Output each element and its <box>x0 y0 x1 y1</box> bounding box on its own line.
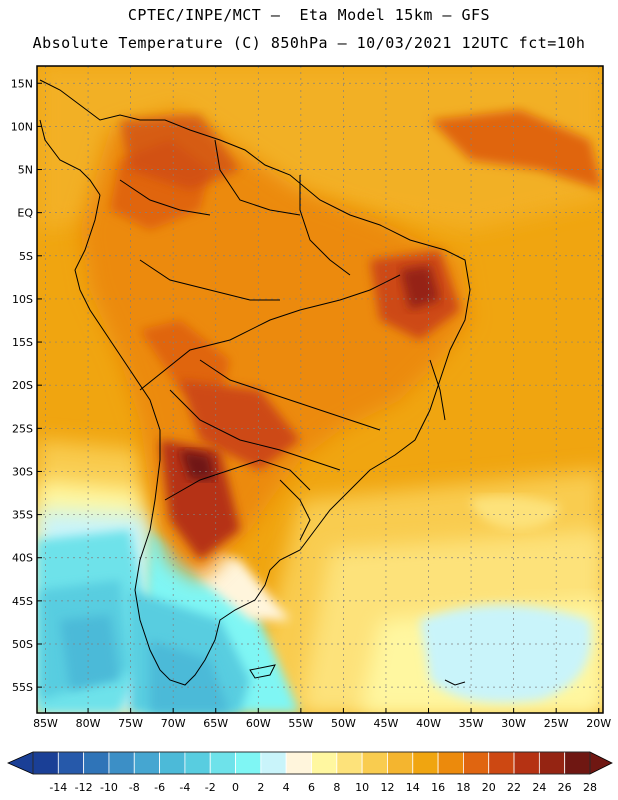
map-title-line-1: CPTEC/INPE/MCT – Eta Model 15km – GFS <box>127 6 491 24</box>
lat-label: 15S <box>12 336 33 349</box>
lat-label: 30S <box>12 465 33 478</box>
legend-swatch <box>32 751 59 775</box>
legend-border <box>32 751 591 775</box>
legend-swatch <box>463 751 490 775</box>
lon-label: 85W <box>33 717 58 730</box>
lat-label: 15N <box>11 77 33 90</box>
lat-label: 45S <box>12 595 33 608</box>
legend-label: 6 <box>308 781 315 794</box>
lat-label: 10S <box>12 293 33 306</box>
lat-label: 55S <box>12 681 33 694</box>
lat-label: 25S <box>12 422 33 435</box>
legend-label: 4 <box>283 781 290 794</box>
temperature-map: 15N 10N 5N EQ 5S 10S 15S 20S 25S 30S 35S 40S 45S 50S 5… <box>11 65 611 730</box>
legend-label: 18 <box>456 781 470 794</box>
lat-label: 10N <box>11 120 33 133</box>
legend-arrow-max <box>589 751 613 775</box>
legend-swatch <box>57 751 85 775</box>
legend-label: -6 <box>154 781 165 794</box>
legend-label: 22 <box>507 781 521 794</box>
lat-label: 5N <box>18 164 33 177</box>
axis-ticks <box>37 82 600 713</box>
coastlines <box>39 79 471 686</box>
legend-swatch <box>387 751 414 775</box>
legend-swatch <box>235 751 262 775</box>
legend-label: -14 <box>49 781 67 794</box>
temperature-field <box>37 66 603 713</box>
legend-swatch <box>311 751 338 775</box>
legend-label: -2 <box>205 781 216 794</box>
lon-label: 80W <box>76 717 101 730</box>
lat-label: 5S <box>19 250 33 263</box>
legend-swatch <box>83 751 110 775</box>
lon-label: 70W <box>161 717 186 730</box>
legend-label: 28 <box>583 781 597 794</box>
legend-label: 0 <box>232 781 239 794</box>
lon-label: 40W <box>416 717 441 730</box>
legend-swatch <box>260 751 287 775</box>
lon-label: 65W <box>203 717 228 730</box>
lon-label: 60W <box>246 717 271 730</box>
legend-swatch <box>285 751 312 775</box>
lon-label: 25W <box>544 717 569 730</box>
lon-label: 75W <box>118 717 143 730</box>
lon-label: 20W <box>586 717 611 730</box>
legend-label: 2 <box>257 781 264 794</box>
lat-label: 50S <box>12 638 33 651</box>
latitude-labels: 15N 10N 5N EQ 5S 10S 15S 20S 25S 30S 35S 40S 45S 50S 5… <box>11 77 34 694</box>
legend-swatch <box>159 751 186 775</box>
legend-swatch <box>336 751 363 775</box>
legend-label: -4 <box>179 781 190 794</box>
legend-swatch <box>488 751 515 775</box>
legend-swatch <box>412 751 439 775</box>
lon-label: 55W <box>288 717 313 730</box>
legend-swatch <box>513 751 540 775</box>
legend-label: 26 <box>558 781 572 794</box>
legend-swatch <box>564 751 591 775</box>
lat-label: 35S <box>12 509 33 522</box>
color-legend: -14 -12 -10 -8 -6 -4 -2 0 2 4 6 8 10 12 14 16 18 20 22 24 26… <box>7 751 613 794</box>
legend-label: -12 <box>75 781 93 794</box>
legend-label: 14 <box>406 781 420 794</box>
legend-label: -8 <box>129 781 140 794</box>
lon-label: 35W <box>459 717 484 730</box>
longitude-labels: 85W 80W 75W 70W 65W 60W 55W 50W 45W 40W 35W 30W 25W 2… <box>33 717 611 730</box>
lon-label: 45W <box>374 717 399 730</box>
legend-swatch <box>538 751 566 775</box>
legend-swatch <box>133 751 160 775</box>
map-frame <box>36 65 604 714</box>
lon-label: 50W <box>331 717 356 730</box>
legend-swatch <box>209 751 236 775</box>
legend-label: 8 <box>333 781 340 794</box>
legend-label: 24 <box>532 781 546 794</box>
legend-label: 20 <box>482 781 496 794</box>
lat-label: 40S <box>12 552 33 565</box>
legend-swatch <box>361 751 388 775</box>
legend-label: 16 <box>431 781 445 794</box>
legend-label: 12 <box>380 781 394 794</box>
lat-label: EQ <box>17 207 33 220</box>
legend-swatch <box>437 751 464 775</box>
legend-arrow-min <box>7 751 34 775</box>
map-title-line-2: Absolute Temperature (C) 850hPa – 10/03/… <box>32 34 586 52</box>
legend-swatch <box>108 751 135 775</box>
lat-label: 20S <box>12 379 33 392</box>
legend-label: -10 <box>100 781 118 794</box>
legend-swatch <box>184 751 211 775</box>
graticule <box>37 66 603 713</box>
legend-label: 10 <box>355 781 369 794</box>
lon-label: 30W <box>501 717 526 730</box>
